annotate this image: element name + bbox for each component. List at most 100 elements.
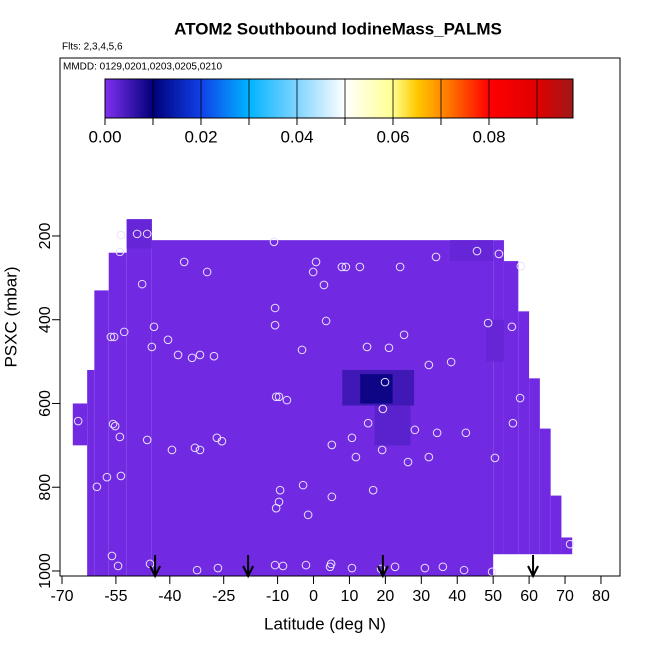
colorbar-slice <box>317 79 320 118</box>
heat-cell <box>94 290 109 576</box>
sample-point <box>115 432 125 442</box>
colorbar-slice <box>221 79 224 118</box>
colorbar-slice <box>493 79 496 118</box>
colorbar-slice <box>525 79 528 118</box>
colorbar-slice <box>471 79 474 118</box>
sample-point <box>269 237 279 247</box>
colorbar-slice <box>301 79 304 118</box>
colorbar-slice <box>149 79 152 118</box>
sample-point <box>483 318 493 328</box>
colorbar-tick-label: 0.08 <box>472 127 505 146</box>
colorbar-slice <box>341 79 344 118</box>
colorbar-slice <box>423 79 426 118</box>
colorbar-slice <box>203 79 206 118</box>
colorbar-slice <box>367 79 370 118</box>
colorbar-slice <box>311 79 314 118</box>
colorbar-slice <box>233 79 236 118</box>
colorbar-slice <box>503 79 506 118</box>
colorbar-slice <box>513 79 516 118</box>
sample-point <box>163 335 173 345</box>
colorbar-slice <box>357 79 360 118</box>
colorbar-slice <box>299 79 302 118</box>
colorbar-slice <box>181 79 184 118</box>
heat-cell <box>126 219 152 576</box>
sample-point <box>109 332 119 342</box>
colorbar-slice <box>213 79 216 118</box>
colorbar-slice <box>413 79 416 118</box>
sample-point <box>515 393 525 403</box>
colorbar-slice <box>345 79 348 118</box>
x-tick-label: 60 <box>520 588 538 605</box>
x-tick-label: 70 <box>556 588 574 605</box>
colorbar-slice <box>105 79 108 118</box>
colorbar-slice <box>371 79 374 118</box>
colorbar-slice <box>185 79 188 118</box>
y-axis-label: PSXC (mbar) <box>1 266 20 367</box>
colorbar-slice <box>533 79 536 118</box>
colorbar-slice <box>201 79 204 118</box>
colorbar-slice <box>479 79 482 118</box>
colorbar-slice <box>283 79 286 118</box>
colorbar-slice <box>531 79 534 118</box>
colorbar-slice <box>521 79 524 118</box>
x-tick-label: -55 <box>104 588 127 605</box>
colorbar-slice <box>295 79 298 118</box>
colorbar-slice <box>297 79 300 118</box>
sample-point <box>378 404 388 414</box>
x-tick-label: -25 <box>212 588 235 605</box>
flights-note: Flts: 2,3,4,5,6 <box>62 42 123 53</box>
colorbar-slice <box>477 79 480 118</box>
colorbar-slice <box>557 79 560 118</box>
heat-cell <box>539 428 551 555</box>
colorbar-slice <box>385 79 388 118</box>
colorbar-tick-label: 0.02 <box>184 127 217 146</box>
colorbar-slice <box>235 79 238 118</box>
colorbar-slice <box>439 79 442 118</box>
colorbar-slice <box>467 79 470 118</box>
colorbar-slice <box>545 79 548 118</box>
colorbar-slice <box>229 79 232 118</box>
colorbar-slice <box>399 79 402 118</box>
colorbar-slice <box>571 79 574 118</box>
sample-point <box>192 565 202 575</box>
heat-cell <box>503 261 519 555</box>
sample-point <box>275 485 285 495</box>
colorbar-slice <box>429 79 432 118</box>
colorbar-slice <box>121 79 124 118</box>
colorbar-slice <box>277 79 280 118</box>
x-tick-label: 50 <box>484 588 502 605</box>
colorbar-slice <box>211 79 214 118</box>
colorbar-slice <box>431 79 434 118</box>
colorbar-slice <box>337 79 340 118</box>
sample-point <box>399 330 409 340</box>
sample-point <box>446 357 456 367</box>
sample-point <box>107 551 117 561</box>
colorbar-slice <box>483 79 486 118</box>
colorbar-slice <box>131 79 134 118</box>
colorbar-slice <box>495 79 498 118</box>
colorbar-slice <box>421 79 424 118</box>
colorbar-slice <box>339 79 342 118</box>
colorbar-slice <box>361 79 364 118</box>
y-tick-label: 1000 <box>37 553 54 589</box>
dates-note: MMDD: 0129,0201,0203,0205,0210 <box>63 62 222 73</box>
colorbar-slice <box>363 79 366 118</box>
sample-point <box>326 559 336 569</box>
colorbar-slice <box>475 79 478 118</box>
colorbar-slice <box>279 79 282 118</box>
colorbar-slice <box>491 79 494 118</box>
colorbar-slice <box>515 79 518 118</box>
colorbar-slice <box>323 79 326 118</box>
colorbar-slice <box>461 79 464 118</box>
sample-point <box>494 249 504 259</box>
colorbar-slice <box>445 79 448 118</box>
sample-point <box>274 392 284 402</box>
sample-point <box>202 267 212 277</box>
heat-cell <box>493 240 504 555</box>
colorbar-slice <box>179 79 182 118</box>
colorbar-slice <box>143 79 146 118</box>
colorbar-slice <box>321 79 324 118</box>
colorbar-slice <box>517 79 520 118</box>
sample-point <box>119 327 129 337</box>
